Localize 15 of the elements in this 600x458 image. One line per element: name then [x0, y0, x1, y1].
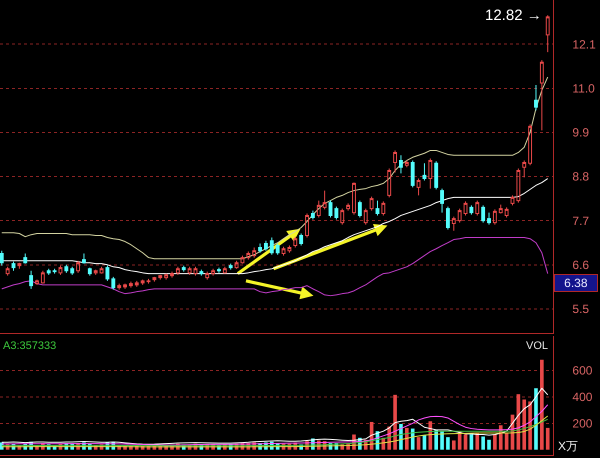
y-tick-label: 600	[572, 364, 593, 378]
annotation: 12.82 →	[485, 7, 542, 24]
annotation: A3:357333	[3, 340, 56, 352]
y-tick-label: 400	[572, 390, 593, 404]
y-tick-label: 200	[572, 416, 593, 430]
y-tick-label: 8.8	[572, 170, 590, 184]
y-tick-label: 9.9	[572, 126, 590, 140]
annotation: VOL	[526, 340, 548, 352]
y-tick-label: 11.0	[572, 81, 596, 96]
y-tick-label: 7.7	[572, 214, 590, 228]
y-tick-label: 12.1	[572, 37, 596, 52]
y-axis-title: X万	[558, 439, 578, 453]
y-tick-label: 5.5	[572, 302, 590, 316]
y-tick-label: 6.6	[572, 258, 590, 272]
data-label: 6.38	[564, 276, 588, 290]
